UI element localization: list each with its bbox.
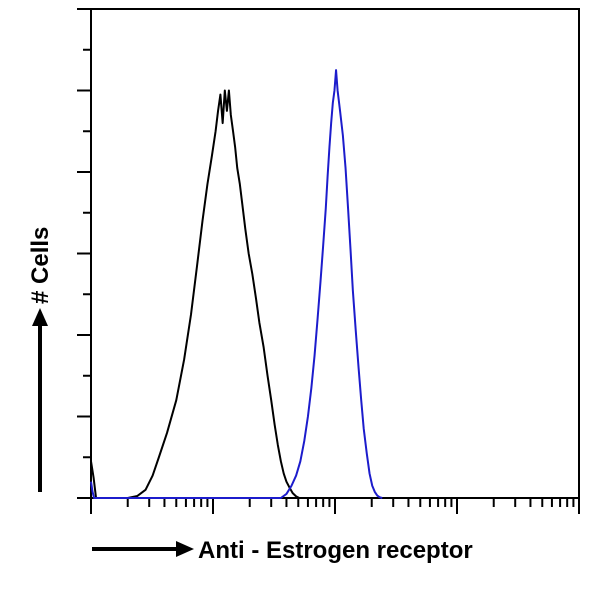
x-axis-label-group: Anti - Estrogen receptor <box>92 537 473 564</box>
y-axis-ticks <box>77 8 91 499</box>
histogram-series <box>90 69 383 499</box>
histogram-series-line-1 <box>90 89 300 499</box>
x-axis-ticks <box>90 498 580 514</box>
y-axis-label: # Cells <box>27 227 54 304</box>
histogram-series-line-2 <box>90 69 383 499</box>
y-axis-label-group: # Cells <box>27 227 54 492</box>
x-axis-arrow-head <box>176 541 194 557</box>
y-axis-arrow-head <box>32 308 48 326</box>
x-axis-label: Anti - Estrogen receptor <box>198 537 473 564</box>
